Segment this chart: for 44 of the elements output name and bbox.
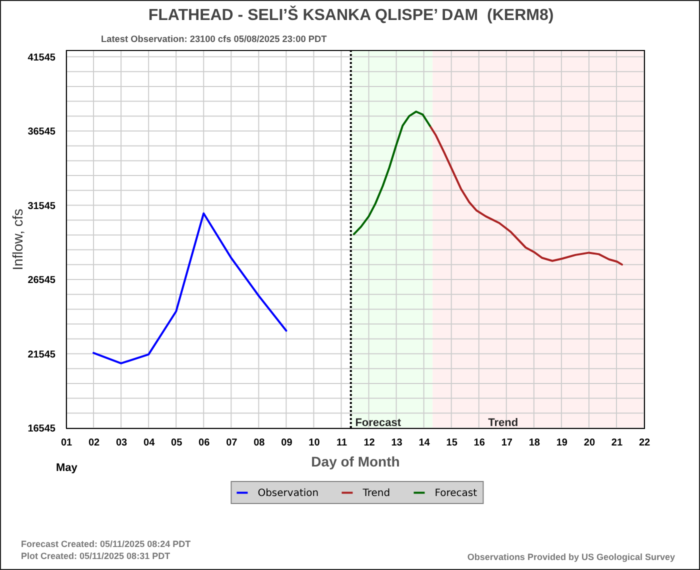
text: May bbox=[56, 462, 78, 474]
legend-label: Observation bbox=[258, 488, 319, 499]
x-tick-label: 21 bbox=[611, 438, 623, 448]
x-tick-label: 06 bbox=[198, 438, 210, 448]
y-tick-label: 41545 bbox=[28, 52, 56, 64]
x-tick-label: 20 bbox=[584, 438, 596, 448]
x-tick-label: 12 bbox=[364, 438, 376, 448]
x-tick-label: 16 bbox=[474, 438, 486, 448]
band-label: Forecast bbox=[355, 417, 402, 429]
x-tick-label: 17 bbox=[501, 438, 513, 448]
x-tick-label: 07 bbox=[226, 438, 238, 448]
x-tick-label: 13 bbox=[391, 438, 403, 448]
x-tick-label: 19 bbox=[556, 438, 568, 448]
legend-label: Forecast bbox=[434, 488, 478, 499]
chart-subtitle: Latest Observation: 23100 cfs 05/08/2025 23:00 PDT bbox=[101, 34, 327, 44]
x-tick-label: 05 bbox=[171, 438, 183, 448]
y-axis-title: Inflow, cfs bbox=[10, 208, 26, 270]
x-tick-label: 14 bbox=[418, 438, 430, 448]
line-series bbox=[352, 110, 431, 236]
x-tick-label: 10 bbox=[308, 438, 320, 448]
y-tick-label: 31545 bbox=[28, 200, 56, 212]
band-label: Trend bbox=[488, 417, 518, 429]
x-tick-label: 01 bbox=[60, 438, 72, 448]
x-tick-label: 22 bbox=[638, 438, 650, 448]
y-tick-label: 36545 bbox=[28, 126, 56, 138]
chart-title: FLATHEAD - SELI’Š KSANKA QLISPE’ DAM (KERM8) bbox=[147, 7, 555, 25]
x-tick-label: 11 bbox=[336, 438, 348, 448]
x-tick-label: 15 bbox=[446, 438, 458, 448]
line-series bbox=[428, 124, 623, 266]
x-tick-label: 08 bbox=[254, 438, 266, 448]
x-tick-label: 03 bbox=[116, 438, 128, 448]
legend-label: Trend bbox=[362, 488, 390, 499]
x-axis-title: Day of Month bbox=[311, 454, 400, 470]
text: Plot Created: 05/11/2025 08:31 PDT bbox=[21, 551, 170, 561]
line-series bbox=[92, 212, 288, 364]
y-tick-label: 26545 bbox=[28, 275, 56, 286]
y-tick-label: 21545 bbox=[28, 349, 56, 360]
x-tick-label: 04 bbox=[144, 438, 156, 448]
text: Forecast Created: 05/11/2025 08:24 PDT bbox=[21, 539, 191, 549]
y-tick-label: 16545 bbox=[28, 424, 56, 434]
x-tick-label: 02 bbox=[88, 438, 100, 448]
x-tick-label: 09 bbox=[281, 438, 293, 448]
x-tick-label: 18 bbox=[528, 438, 540, 448]
text: Observations Provided by US Geological Survey bbox=[467, 552, 675, 562]
